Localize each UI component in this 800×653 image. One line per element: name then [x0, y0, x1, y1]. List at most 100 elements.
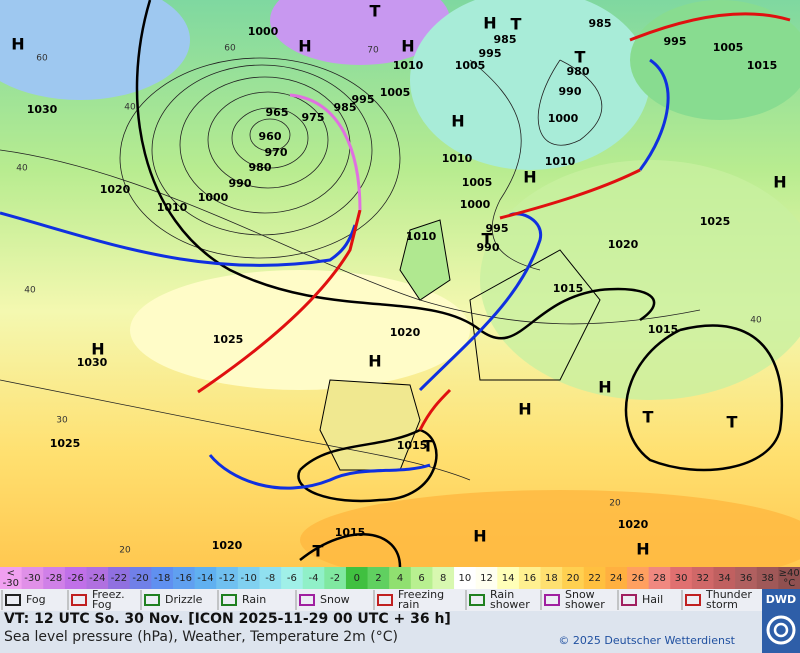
map-label: 1025 — [213, 333, 244, 346]
cold-front — [208, 454, 431, 490]
scale-cell — [345, 567, 369, 589]
weather-icon — [299, 594, 315, 606]
weather-label: shower — [565, 598, 605, 611]
copyright: © 2025 Deutscher Wetterdienst — [558, 634, 735, 647]
map-label: 985 — [334, 101, 357, 114]
map-label: 1000 — [248, 25, 279, 38]
main-isobars — [135, 0, 784, 567]
scale-label: °C — [783, 578, 795, 589]
map-label: 1030 — [77, 356, 108, 369]
map-label: 995 — [352, 93, 375, 106]
scale-label: -30 — [24, 573, 40, 584]
scale-label: -16 — [176, 573, 192, 584]
map-label: T — [313, 542, 324, 561]
map-label: T — [482, 230, 493, 249]
scale-label: 36 — [740, 573, 753, 584]
scale-label: 18 — [545, 573, 558, 584]
map-label: H — [523, 168, 536, 187]
scale-label: -12 — [219, 573, 235, 584]
map-label: 40 — [24, 286, 36, 296]
scale-label: -2 — [330, 573, 340, 584]
scale-cell — [259, 567, 282, 589]
scale-label: 4 — [397, 573, 403, 584]
weather-legend-bg — [0, 589, 762, 611]
map-label: 70 — [367, 46, 379, 56]
map-label: 1010 — [442, 152, 473, 165]
scale-label: -30 — [3, 578, 19, 589]
warm-front — [499, 168, 641, 220]
map-label: 1010 — [406, 230, 437, 243]
scale-label: 0 — [354, 573, 360, 584]
scale-label: -8 — [265, 573, 275, 584]
map-label: 1010 — [393, 59, 424, 72]
map-label: T — [423, 437, 434, 456]
cold-area — [410, 0, 650, 170]
scale-label: 24 — [610, 573, 623, 584]
scale-label: 32 — [696, 573, 709, 584]
map-label: 1015 — [648, 323, 679, 336]
scale-label: -6 — [287, 573, 297, 584]
scale-cell — [367, 567, 390, 589]
scale-cell — [670, 567, 693, 589]
scale-cell — [389, 567, 412, 589]
scale-label: 12 — [480, 573, 493, 584]
map-label: H — [401, 37, 414, 56]
map-label: T — [511, 15, 522, 34]
map-label: 1020 — [100, 183, 131, 196]
scale-cell — [648, 567, 671, 589]
map-label: 1015 — [553, 282, 584, 295]
weather-label: storm — [706, 598, 738, 611]
cold-front — [418, 212, 543, 392]
scale-cell — [194, 567, 217, 589]
scale-label: -10 — [240, 573, 256, 584]
weather-label: Drizzle — [165, 593, 203, 606]
map-label: T — [643, 408, 654, 427]
map-label: 1020 — [618, 518, 649, 531]
mild-area — [130, 270, 470, 390]
warm-area — [300, 490, 800, 567]
map-label: 40 — [124, 103, 136, 113]
map-label: 1020 — [608, 238, 639, 251]
map-label: 1020 — [212, 539, 243, 552]
scale-cell — [281, 567, 304, 589]
cold-front — [0, 211, 357, 267]
scale-cell — [562, 567, 585, 589]
map-label: H — [473, 527, 486, 546]
scale-cell — [497, 567, 520, 589]
scale-cell — [43, 567, 66, 589]
scale-label: 28 — [653, 573, 666, 584]
weather-label: Fog — [92, 598, 112, 611]
scale-cell — [21, 567, 44, 589]
map-label: 60 — [36, 54, 48, 64]
description: Sea level pressure (hPa), Weather, Tempe… — [4, 629, 398, 645]
weather-label: Freezing — [398, 588, 444, 601]
warm-front — [197, 209, 362, 394]
map-label: 1025 — [50, 437, 81, 450]
map-label: 1010 — [545, 155, 576, 168]
logo-text: DWD — [766, 593, 796, 606]
map-label: 1005 — [380, 86, 411, 99]
map-label: 1015 — [397, 439, 428, 452]
map-label: H — [451, 112, 464, 131]
map-label: 60 — [224, 44, 236, 54]
scale-cell — [454, 567, 477, 589]
map-label: T — [575, 48, 586, 67]
scale-cell — [324, 567, 347, 589]
scale-label: 34 — [718, 573, 731, 584]
scale-label: < — [7, 568, 15, 579]
scale-cell — [86, 567, 109, 589]
map-label: H — [636, 540, 649, 559]
scale-cell — [64, 567, 87, 589]
temperature-scale: <-30 -30 -28 -26 -24 -22 -20 -18 -16 -14 -12 -10 -8-… — [0, 567, 800, 589]
scale-cell — [605, 567, 628, 589]
map-label: 20 — [119, 546, 131, 556]
map-label: 990 — [229, 177, 252, 190]
map-label: 30 — [56, 416, 68, 426]
scale-cell — [172, 567, 196, 589]
cold-area — [270, 0, 450, 65]
map-label: 20 — [609, 499, 621, 509]
weather-label: Fog — [26, 593, 46, 606]
map-label: T — [370, 2, 381, 21]
weather-label: rain — [398, 598, 419, 611]
